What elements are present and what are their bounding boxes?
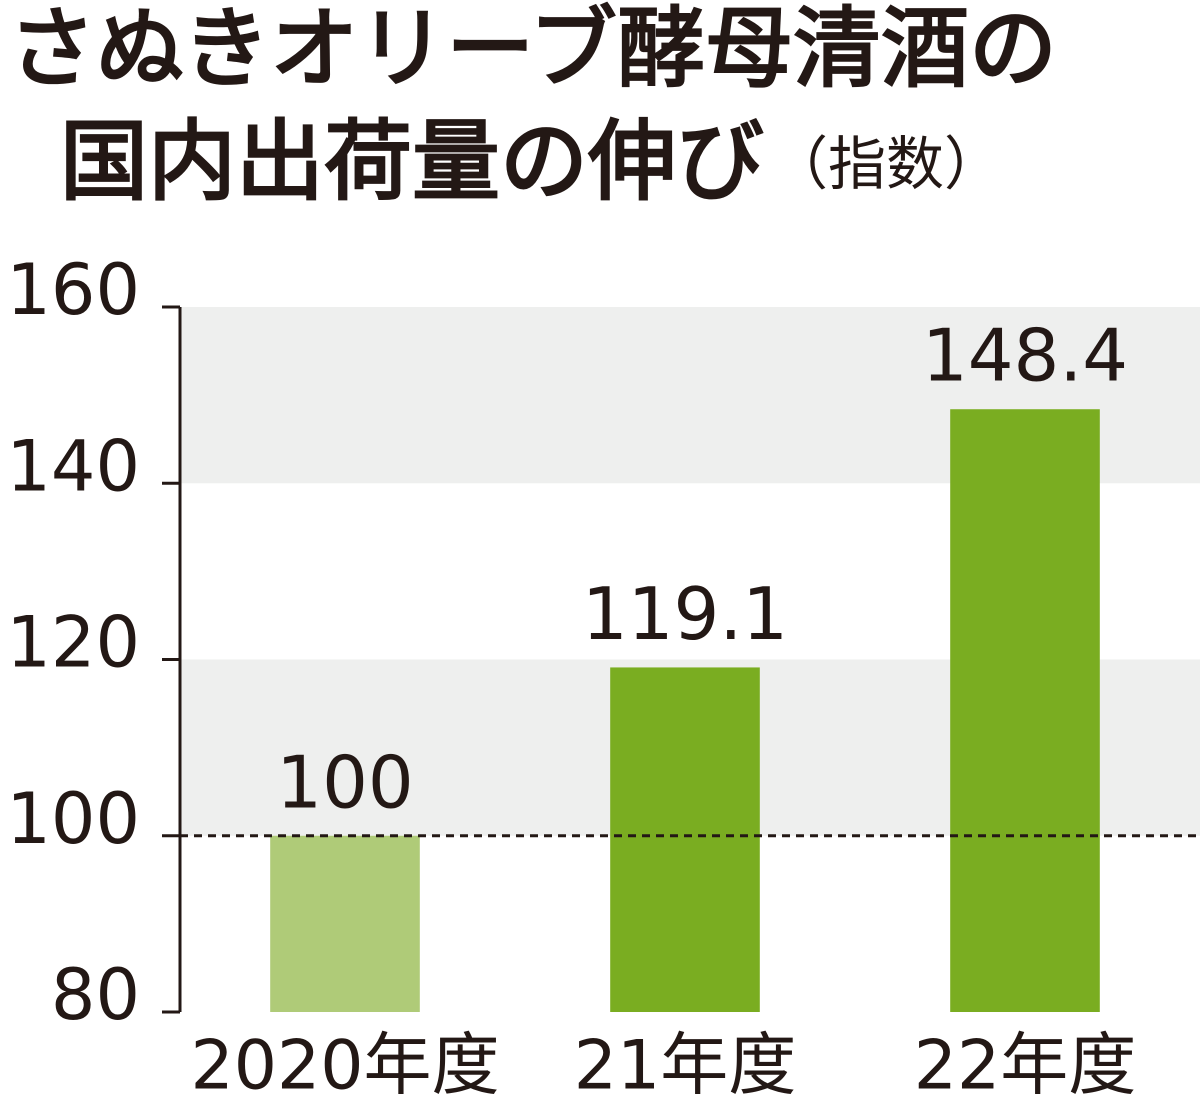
bar (270, 835, 420, 1012)
chart-title: 国内出荷量の伸び (60, 110, 764, 213)
y-tick-label: 140 (6, 425, 140, 507)
bar (950, 409, 1100, 1013)
chart-subtitle: （指数） (770, 130, 1002, 198)
x-tick-label: 21年度 (574, 1027, 797, 1106)
chart-title: 国内出荷量の伸び （指数） (60, 110, 1002, 213)
x-tick-label: 2020年度 (190, 1027, 499, 1106)
value-label: 100 (276, 740, 413, 824)
y-tick-label: 160 (6, 249, 140, 331)
y-tick-label: 80 (51, 954, 140, 1036)
x-tick-label: 22年度 (914, 1027, 1137, 1106)
chart-title: さぬきオリーブ酵母清酒の (8, 0, 1057, 100)
y-tick-label: 100 (6, 778, 140, 860)
value-label: 148.4 (922, 314, 1128, 398)
y-tick-label: 120 (6, 602, 140, 684)
value-label: 119.1 (582, 572, 788, 656)
bar (610, 667, 760, 1012)
